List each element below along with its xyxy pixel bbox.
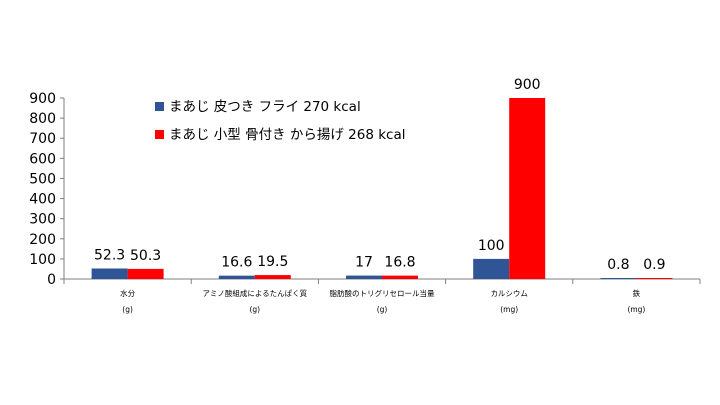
y-tick-label: 100 xyxy=(29,252,56,268)
bar-fry xyxy=(91,268,128,279)
data-label: 52.3 xyxy=(94,247,125,263)
bar-fry xyxy=(218,275,255,279)
legend-swatch xyxy=(155,130,164,139)
category-unit-label: (mg) xyxy=(500,305,518,314)
y-axis: 0 100 200 300 400 500 600 700 800 900 xyxy=(29,91,65,288)
category-unit-label: (mg) xyxy=(627,305,645,314)
y-tick-label: 700 xyxy=(29,131,56,147)
y-tick-label: 0 xyxy=(47,272,56,288)
y-tick-label: 200 xyxy=(29,232,56,248)
bars xyxy=(91,98,673,279)
bar-karaage xyxy=(509,98,546,279)
legend: まあじ 皮つき フライ 270 kcal まあじ 小型 骨付き から揚げ 268 … xyxy=(155,99,406,143)
bar-karaage xyxy=(254,275,291,279)
category-label: 水分 xyxy=(120,288,135,298)
legend-label: まあじ 皮つき フライ 270 kcal xyxy=(169,99,361,115)
legend-swatch xyxy=(155,102,164,111)
data-label: 900 xyxy=(514,77,541,93)
data-label: 0.8 xyxy=(607,257,629,273)
y-tick-label: 600 xyxy=(29,151,56,167)
y-tick-label: 900 xyxy=(29,91,56,107)
category-unit-label: (g) xyxy=(249,305,260,314)
category-unit-label: (g) xyxy=(122,305,133,314)
bar-fry xyxy=(346,275,382,279)
data-label: 16.6 xyxy=(221,255,252,271)
bar-karaage xyxy=(382,275,418,279)
category-label: アミノ酸組成によるたんぱく質 xyxy=(202,288,307,298)
data-label: 100 xyxy=(478,238,505,254)
bar-fry xyxy=(473,258,510,279)
data-label: 19.5 xyxy=(257,254,288,270)
category-label: カルシウム xyxy=(490,289,528,298)
bar-fry xyxy=(600,278,637,279)
data-label: 0.9 xyxy=(643,257,665,273)
y-tick-label: 400 xyxy=(29,192,56,208)
category-unit-label: (g) xyxy=(377,305,388,314)
y-tick-label: 800 xyxy=(29,111,56,127)
data-label: 16.8 xyxy=(384,255,415,271)
data-label: 17 xyxy=(355,255,373,271)
category-label: 鉄 xyxy=(633,288,641,298)
y-tick-label: 300 xyxy=(29,212,56,228)
data-labels: 52.3 16.6 17 100 0.8 50.3 19.5 16.8 900 0.9 xyxy=(94,77,666,273)
bar-karaage xyxy=(127,268,164,279)
y-tick-label: 500 xyxy=(29,171,56,187)
bar-karaage xyxy=(636,278,673,279)
x-axis: 水分 (g) アミノ酸組成によるたんぱく質 (g) 脂肪酸のトリグリセロール当量 (g) カ… xyxy=(63,278,701,314)
data-label: 50.3 xyxy=(130,248,161,264)
category-label: 脂肪酸のトリグリセロール当量 xyxy=(330,288,435,298)
legend-label: まあじ 小型 骨付き から揚げ 268 kcal xyxy=(169,126,406,143)
